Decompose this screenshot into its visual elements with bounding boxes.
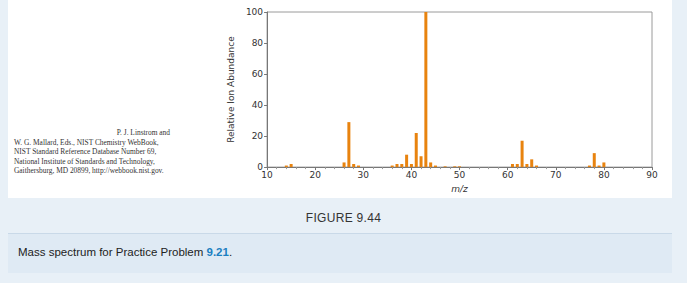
svg-text:Relative Ion Abundance: Relative Ion Abundance [226,36,236,143]
svg-text:10: 10 [261,170,273,180]
svg-text:0: 0 [257,162,264,173]
svg-text:60: 60 [252,69,264,79]
html-text:National Institute of Standard: National Institute of Standards and Tech… [14,156,155,166]
svg-text:70: 70 [550,170,562,180]
svg-text:80: 80 [598,170,610,180]
svg-text:50: 50 [454,170,466,180]
svg-text:40: 40 [252,100,264,110]
html-text:W. G. Mallard, Eds., NIST Chem: W. G. Mallard, Eds., NIST Chemistry WebB… [14,137,159,147]
html-text:NIST Standard Reference Databa: NIST Standard Reference Database Number … [14,147,157,157]
html-text:Gaithersburg, MD 20899, http:/: Gaithersburg, MD 20899, http://webbook.n… [14,166,164,176]
html-text:P. J. Linstrom and: P. J. Linstrom and [116,128,170,137]
svg-text:40: 40 [406,170,418,180]
html-text:Mass spectrum for Practice Pro: Mass spectrum for Practice Problem 9.21. [18,246,233,258]
svg-text:100: 100 [246,7,263,17]
svg-text:30: 30 [358,170,370,180]
svg-text:20: 20 [252,131,264,141]
html-text:FIGURE 9.44: FIGURE 9.44 [305,211,382,225]
svg-text:20: 20 [309,170,321,180]
svg-text:m/z: m/z [451,184,468,194]
svg-text:60: 60 [502,170,514,180]
svg-text:90: 90 [646,170,658,180]
svg-text:80: 80 [252,38,264,48]
